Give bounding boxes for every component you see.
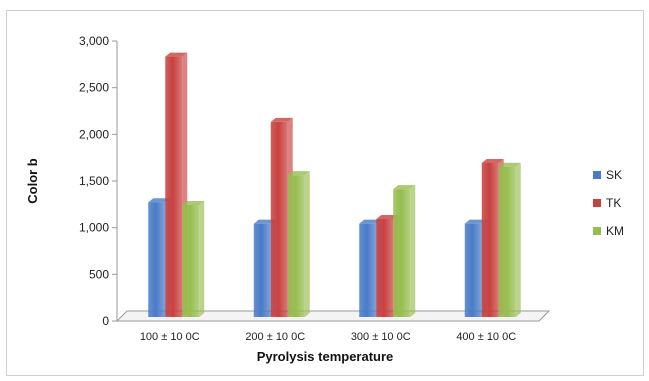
- bar-km-400-10-0c: [498, 162, 521, 317]
- bar-top: [165, 52, 188, 57]
- bar-top: [481, 159, 504, 163]
- bar-front: [464, 223, 482, 317]
- bar-front: [376, 219, 394, 317]
- bar-side: [199, 201, 205, 317]
- bar-front: [253, 223, 271, 317]
- chart-frame: 0 500 1,000 1,500 2,000 2,500 3,000 100 ± 10 0…: [6, 10, 644, 376]
- y-tick-label: 2,500: [79, 81, 109, 95]
- y-tick-label: 500: [89, 267, 109, 281]
- legend-swatch-km: [593, 227, 601, 235]
- y-tick-label: 2,000: [79, 127, 109, 141]
- y-axis-title: Color b: [25, 158, 40, 204]
- y-axis: 0 500 1,000 1,500 2,000 2,500 3,000: [79, 34, 118, 328]
- chart-floor: [115, 310, 551, 322]
- bar-top: [270, 117, 293, 122]
- chart-floor-plane: [115, 310, 551, 322]
- bar-front: [148, 202, 166, 317]
- bar-front: [287, 175, 305, 317]
- x-tick-label: 300 ± 10 0C: [351, 331, 411, 343]
- bar-top: [148, 198, 171, 203]
- legend-label-sk: SK: [606, 168, 622, 182]
- legend-swatch-tk: [593, 199, 601, 207]
- legend-label-tk: TK: [606, 196, 621, 210]
- legend-swatch-sk: [593, 171, 601, 179]
- bars: [148, 52, 521, 317]
- bar-top: [393, 185, 416, 190]
- bar-top: [287, 171, 310, 176]
- x-axis-title: Pyrolysis temperature: [257, 349, 394, 364]
- y-tick-label: 0: [102, 314, 109, 328]
- bar-front: [182, 205, 200, 317]
- x-axis: 100 ± 10 0C 200 ± 10 0C 300 ± 10 0C 400 ± 1…: [140, 331, 516, 343]
- bar-front: [393, 189, 411, 317]
- bar-km-300-10-0c: [393, 185, 416, 317]
- bar-km-100-10-0c: [182, 201, 205, 317]
- bar-side: [410, 185, 416, 317]
- bar-front: [359, 223, 377, 317]
- bar-front: [481, 163, 499, 317]
- bar-side: [515, 162, 521, 317]
- legend-label-km: KM: [606, 224, 624, 238]
- bar-top: [182, 201, 205, 205]
- bar-top: [376, 215, 399, 219]
- bar-km-200-10-0c: [287, 171, 310, 317]
- bar-top: [498, 162, 521, 167]
- bar-front: [498, 166, 516, 317]
- bar-front: [165, 56, 183, 317]
- x-tick-label: 400 ± 10 0C: [456, 331, 516, 343]
- bar-side: [304, 171, 310, 317]
- bar-top: [253, 219, 276, 224]
- bar-top: [359, 219, 382, 224]
- bar-chart: 0 500 1,000 1,500 2,000 2,500 3,000 100 ± 10 0…: [25, 34, 624, 364]
- x-tick-label: 100 ± 10 0C: [140, 331, 200, 343]
- bar-top: [464, 219, 487, 224]
- x-tick-label: 200 ± 10 0C: [245, 331, 305, 343]
- legend: SK TK KM: [593, 168, 624, 238]
- bar-front: [270, 121, 288, 317]
- y-tick-label: 1,500: [79, 174, 109, 188]
- y-tick-label: 1,000: [79, 221, 109, 235]
- y-tick-label: 3,000: [79, 34, 109, 48]
